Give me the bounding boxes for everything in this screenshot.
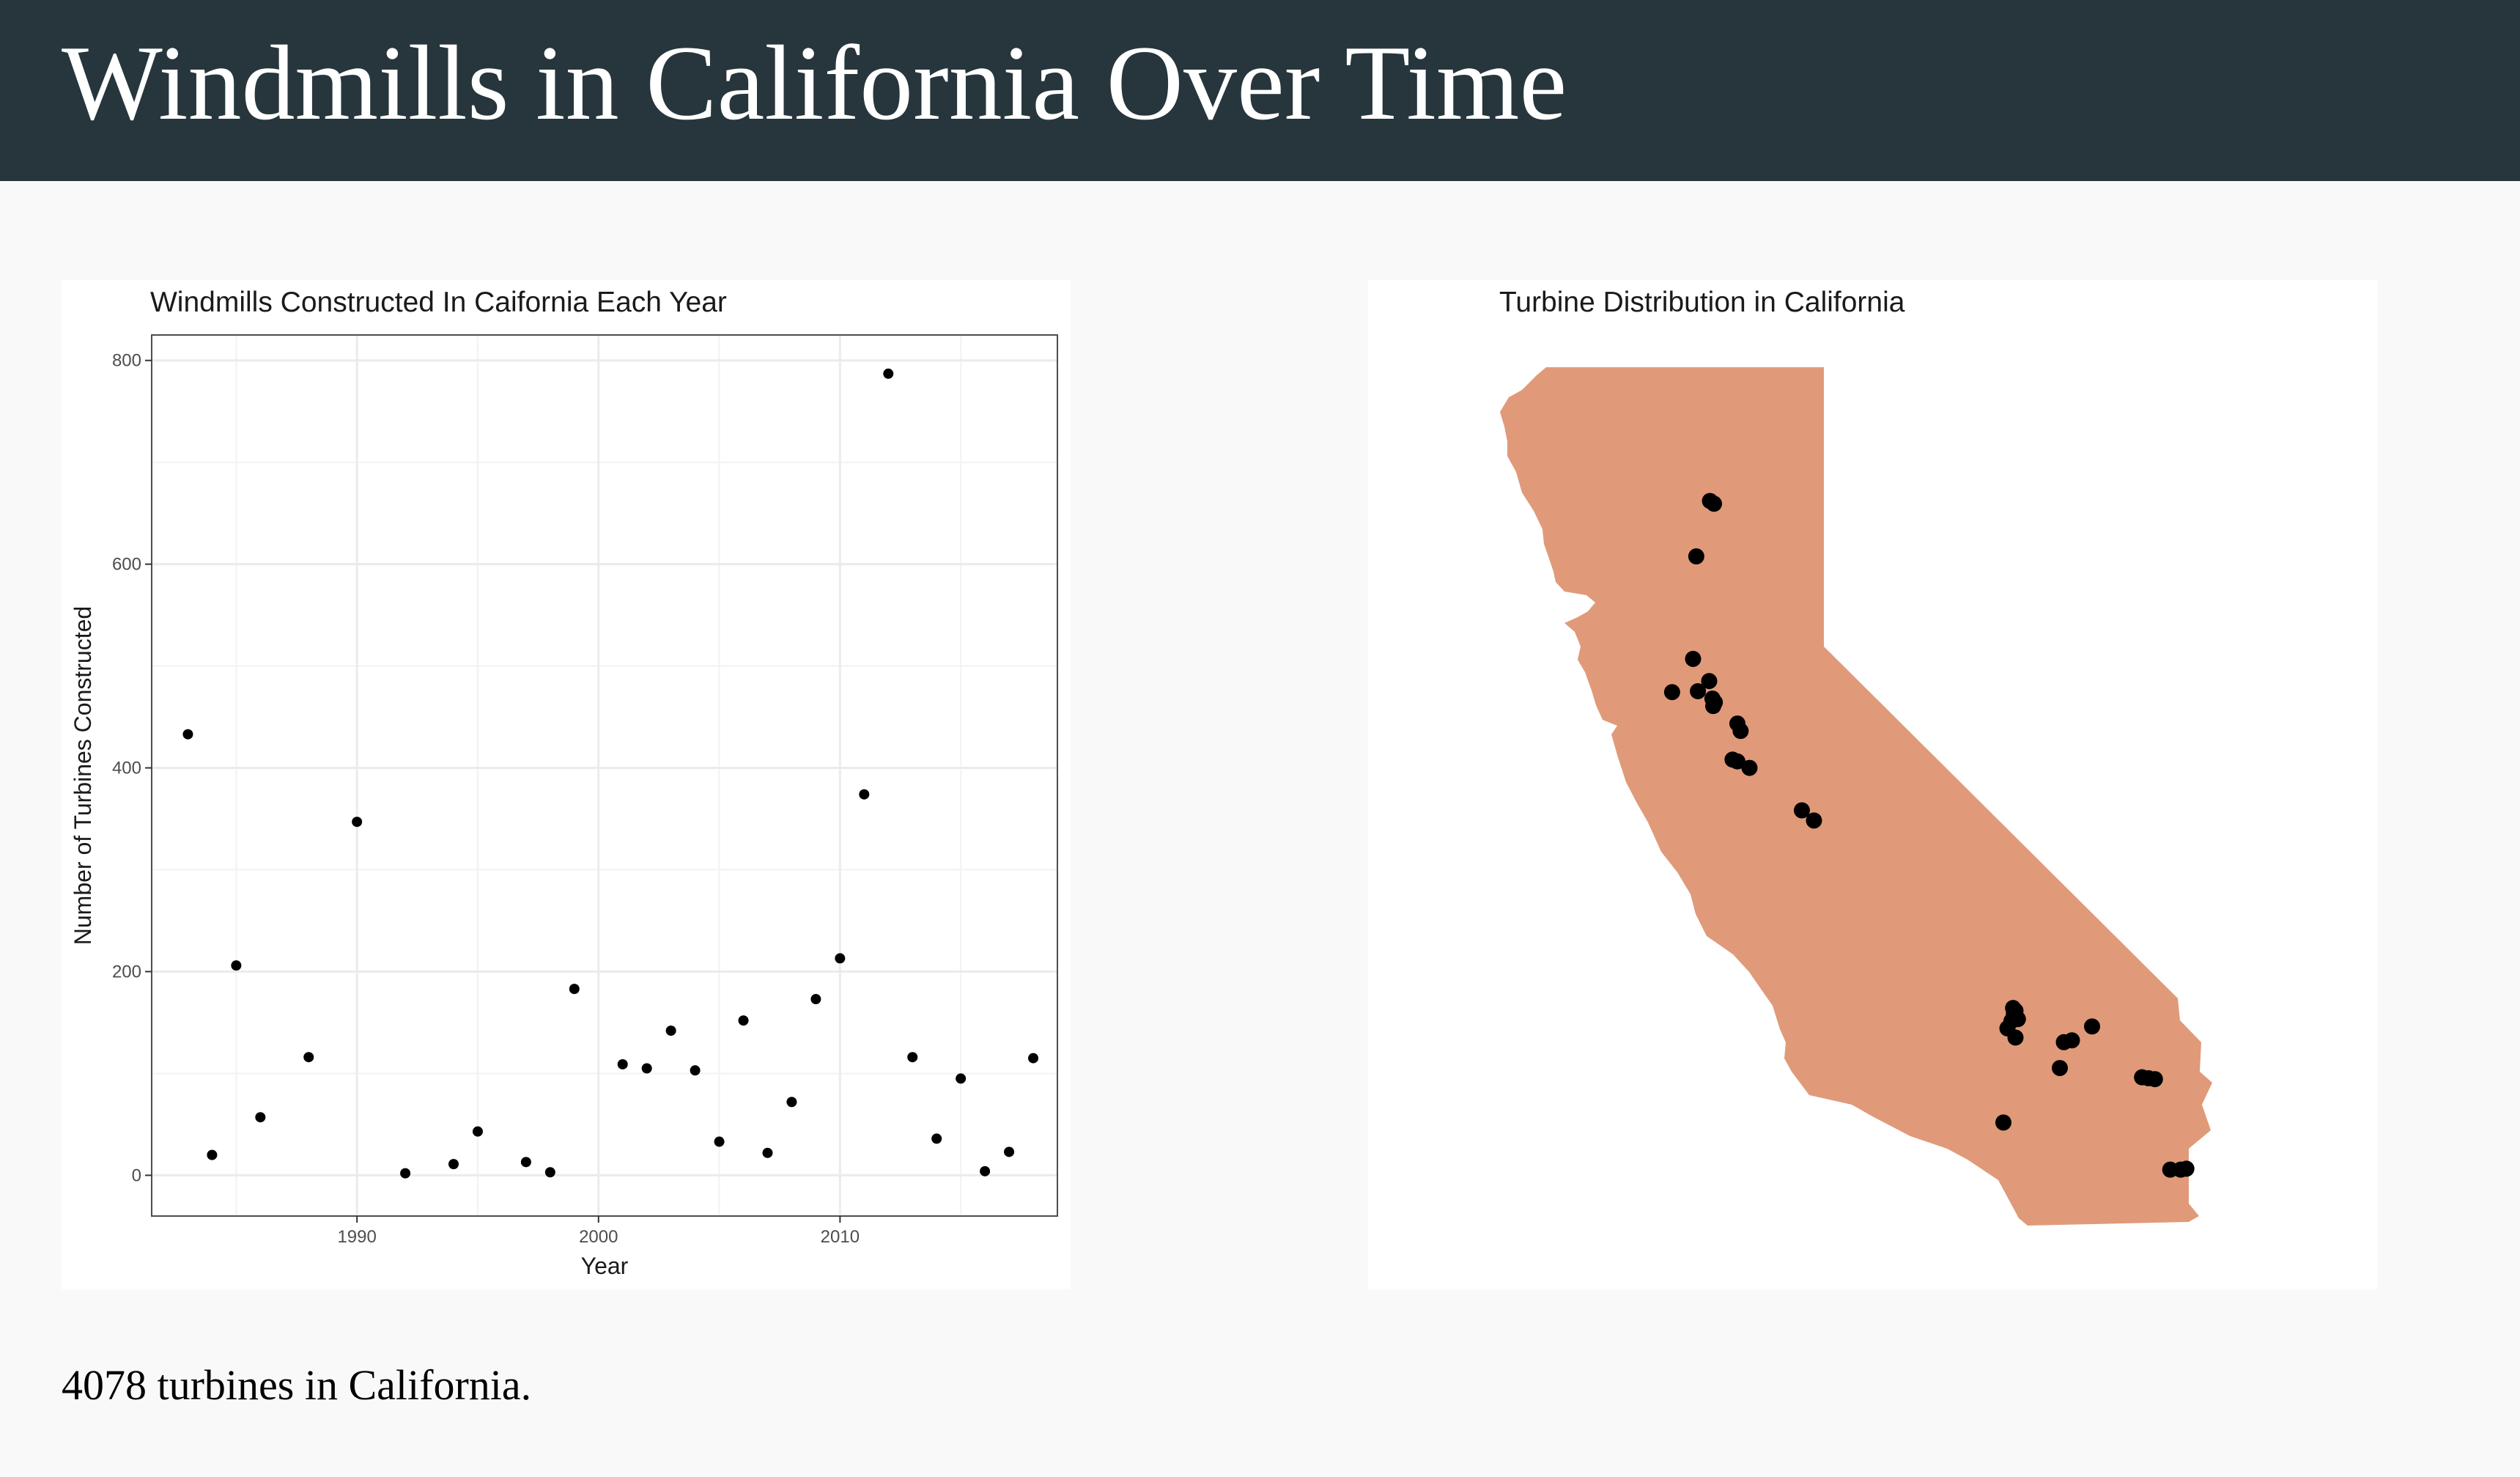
data-point xyxy=(665,1025,676,1036)
data-point xyxy=(1028,1053,1039,1064)
data-point xyxy=(182,729,193,740)
scatter-plot-panel: Windmills Constructed In Caifornia Each … xyxy=(62,280,1071,1289)
data-point xyxy=(810,994,821,1005)
page-title: Windmills in California Over Time xyxy=(62,23,1567,142)
turbine-point xyxy=(2052,1060,2068,1077)
scatter-points xyxy=(182,368,1039,1179)
turbine-point xyxy=(1705,698,1721,715)
turbine-count-summary: 4078 turbines in California. xyxy=(62,1361,532,1409)
scatter-plot: Windmills Constructed In Caifornia Each … xyxy=(70,287,1058,1279)
data-point xyxy=(835,953,846,964)
data-point xyxy=(883,368,894,379)
california-map: Turbine Distribution in California xyxy=(1499,287,2212,1226)
data-point xyxy=(520,1157,531,1168)
data-point xyxy=(931,1133,942,1144)
data-point xyxy=(738,1015,749,1026)
turbine-point xyxy=(1741,759,1758,776)
map-panel: Turbine Distribution in California xyxy=(1368,280,2377,1289)
y-axis-title: Number of Turbines Constructed xyxy=(70,606,96,945)
turbine-point xyxy=(1995,1114,2011,1131)
x-axis-title: Year xyxy=(581,1253,629,1279)
data-point xyxy=(303,1052,314,1063)
data-point xyxy=(1004,1146,1015,1157)
data-point xyxy=(472,1126,483,1137)
scatter-plot-title: Windmills Constructed In Caifornia Each … xyxy=(150,287,727,318)
data-point xyxy=(641,1063,652,1074)
turbine-point xyxy=(1701,673,1718,690)
turbine-point xyxy=(1732,723,1749,740)
x-tick-label: 2010 xyxy=(821,1227,860,1247)
data-point xyxy=(980,1165,991,1176)
map-title: Turbine Distribution in California xyxy=(1499,287,1905,318)
data-point xyxy=(352,817,363,828)
x-tick-label: 2000 xyxy=(579,1227,618,1247)
data-point xyxy=(207,1149,218,1160)
data-point xyxy=(231,960,242,971)
data-point xyxy=(786,1097,797,1108)
turbine-point xyxy=(2007,1029,2024,1046)
data-point xyxy=(544,1167,555,1178)
data-point xyxy=(956,1073,967,1084)
turbine-point xyxy=(2178,1160,2195,1177)
turbine-point xyxy=(1663,684,1680,701)
data-point xyxy=(690,1065,701,1076)
data-point xyxy=(448,1159,459,1170)
data-point xyxy=(569,984,580,995)
y-tick-label: 200 xyxy=(112,962,141,981)
y-tick-label: 0 xyxy=(132,1165,141,1185)
plot-border xyxy=(151,334,1058,1217)
y-tick-label: 400 xyxy=(112,759,141,778)
page-header: Windmills in California Over Time xyxy=(0,0,2520,181)
data-point xyxy=(255,1112,266,1123)
data-point xyxy=(714,1136,725,1147)
turbine-point xyxy=(2084,1018,2100,1035)
data-point xyxy=(762,1147,773,1158)
turbine-point xyxy=(1806,812,1822,829)
data-point xyxy=(907,1052,918,1063)
data-point xyxy=(859,789,870,800)
turbine-point xyxy=(1685,650,1701,667)
y-tick-label: 600 xyxy=(112,555,141,575)
turbine-point xyxy=(1794,802,1810,819)
turbine-point xyxy=(1729,753,1745,770)
scatter-grid xyxy=(152,335,1057,1216)
turbine-point xyxy=(1690,683,1707,699)
turbine-point xyxy=(1688,548,1704,565)
turbine-point xyxy=(2063,1032,2080,1049)
y-tick-label: 800 xyxy=(112,351,141,371)
turbine-point xyxy=(1706,496,1723,512)
turbine-point xyxy=(2146,1071,2163,1088)
scatter-ticks: 0 200 400 600 800 1990 2000 2010 xyxy=(112,351,860,1247)
data-point xyxy=(617,1058,628,1069)
x-tick-label: 1990 xyxy=(337,1227,376,1247)
data-point xyxy=(400,1168,411,1179)
california-state-shape xyxy=(1500,367,2212,1226)
turbine-locations xyxy=(1663,493,2195,1178)
